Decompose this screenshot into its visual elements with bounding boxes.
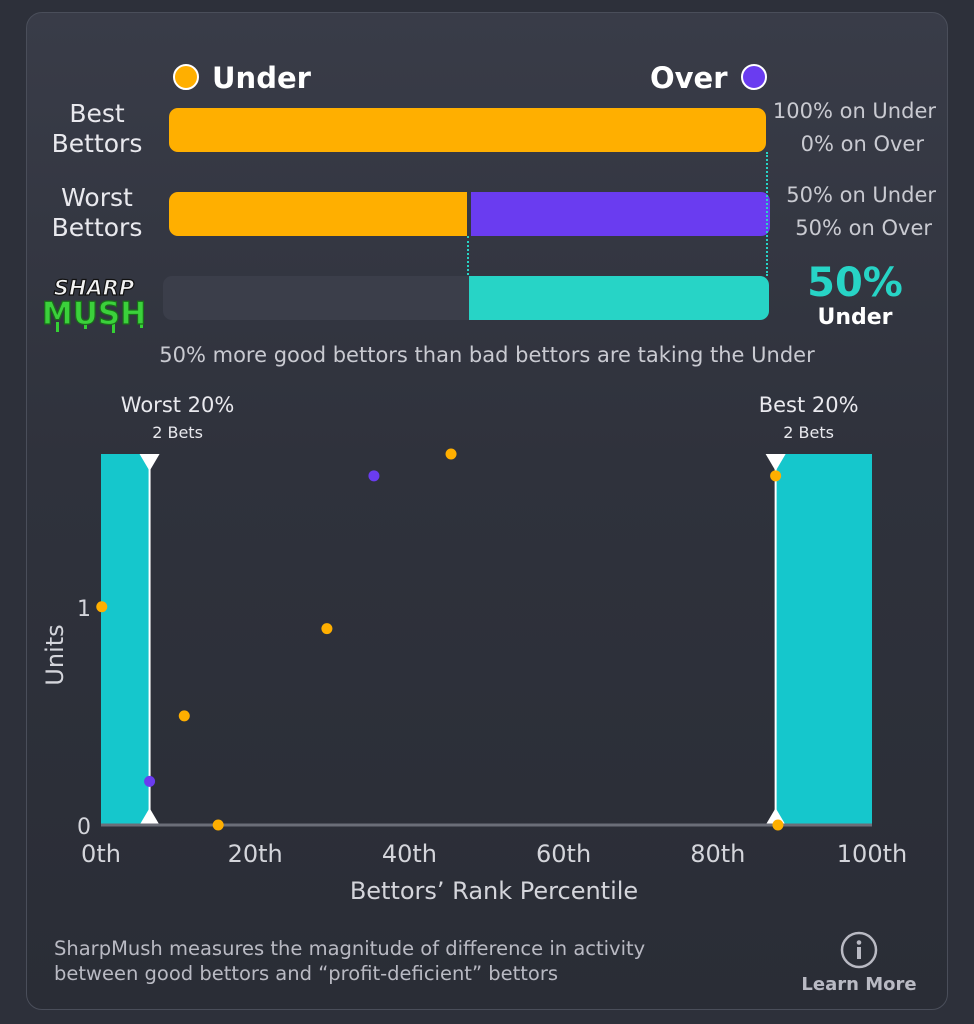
sharpmush-logo: SHARP MUSH (36, 272, 152, 334)
region-marker-top-0 (139, 454, 160, 471)
worst-bettors-label-line1: Worst (61, 183, 133, 212)
footer-line2: between good bettors and “profit-deficie… (54, 962, 559, 985)
worst-bettors-label-line2: Bettors (51, 213, 143, 242)
y-axis-label: Units (41, 624, 69, 685)
best-under-percent: 100% on Under (772, 99, 936, 123)
logo-mush-text: MUSH (42, 296, 146, 332)
best-over-percent: 0% on Over (800, 132, 924, 156)
worst-under-percent: 50% on Under (786, 183, 936, 207)
best-bettors-label-line2: Bettors (51, 129, 143, 158)
point-under-6 (772, 819, 784, 831)
info-icon (840, 931, 878, 969)
best-bettors-label-line1: Best (69, 99, 125, 128)
region-label-0: Worst 20% (121, 393, 235, 417)
learn-more-button[interactable]: Learn More (798, 930, 920, 1000)
worst-bettors-label: Worst Bettors (42, 183, 152, 243)
x-tick-label-0: 0th (81, 840, 121, 868)
region-sublabel-0: 2 Bets (152, 423, 203, 442)
sharpmush-value: 50% (807, 260, 903, 306)
region-marker-bottom-0 (139, 808, 160, 825)
point-over-0 (144, 775, 156, 787)
worst-bettors-under-bar (169, 192, 467, 236)
region-label-1: Best 20% (759, 393, 859, 417)
region-sublabel-1: 2 Bets (783, 423, 834, 442)
point-over-1 (368, 470, 380, 482)
region-band-0 (101, 454, 150, 825)
worst-over-percent: 50% on Over (795, 216, 932, 240)
y-tick-label-0: 0 (77, 815, 91, 840)
sharpmush-fill-bar (469, 276, 769, 320)
logo-sharp-text: SHARP (54, 276, 135, 300)
under-legend-dot (173, 64, 199, 90)
x-tick-label-5: 100th (837, 840, 907, 868)
over-legend-label: Over (650, 61, 728, 95)
x-tick-label-2: 40th (382, 840, 437, 868)
worst-bettors-over-bar (471, 192, 770, 236)
point-under-0 (96, 601, 108, 613)
x-axis-label: Bettors’ Rank Percentile (350, 877, 638, 905)
region-marker-top-1 (765, 454, 786, 471)
point-under-2 (212, 819, 224, 831)
best-bettors-percent-text: 100% on Under 0% on Over (770, 95, 936, 161)
sharpmush-direction: Under (817, 305, 893, 330)
dotted-connector-mid (467, 236, 469, 291)
point-under-5 (770, 470, 782, 482)
footer-line1: SharpMush measures the magnitude of diff… (54, 937, 646, 960)
dotted-connector-right (766, 152, 768, 276)
learn-more-label: Learn More (801, 974, 917, 995)
sharpmush-headline: 50% more good bettors than bad bettors a… (159, 343, 815, 367)
worst-bettors-percent-text: 50% on Under 50% on Over (770, 179, 936, 245)
point-under-4 (445, 448, 457, 460)
y-tick-label-1: 1 (77, 597, 91, 622)
x-tick-label-1: 20th (228, 840, 283, 868)
x-tick-label-3: 60th (536, 840, 591, 868)
best-bettors-under-bar (169, 108, 766, 152)
x-tick-label-4: 80th (690, 840, 745, 868)
under-legend-label: Under (212, 61, 311, 95)
region-band-1 (775, 454, 872, 825)
footer-description: SharpMush measures the magnitude of diff… (54, 936, 794, 986)
best-bettors-label: Best Bettors (42, 99, 152, 159)
rank-scatter-chart: Worst 20% 2 Bets Best 20% 2 Bets 0th 20th 40th… (41, 393, 907, 905)
point-under-1 (178, 710, 190, 722)
over-legend-dot (741, 64, 767, 90)
point-under-3 (321, 623, 333, 635)
